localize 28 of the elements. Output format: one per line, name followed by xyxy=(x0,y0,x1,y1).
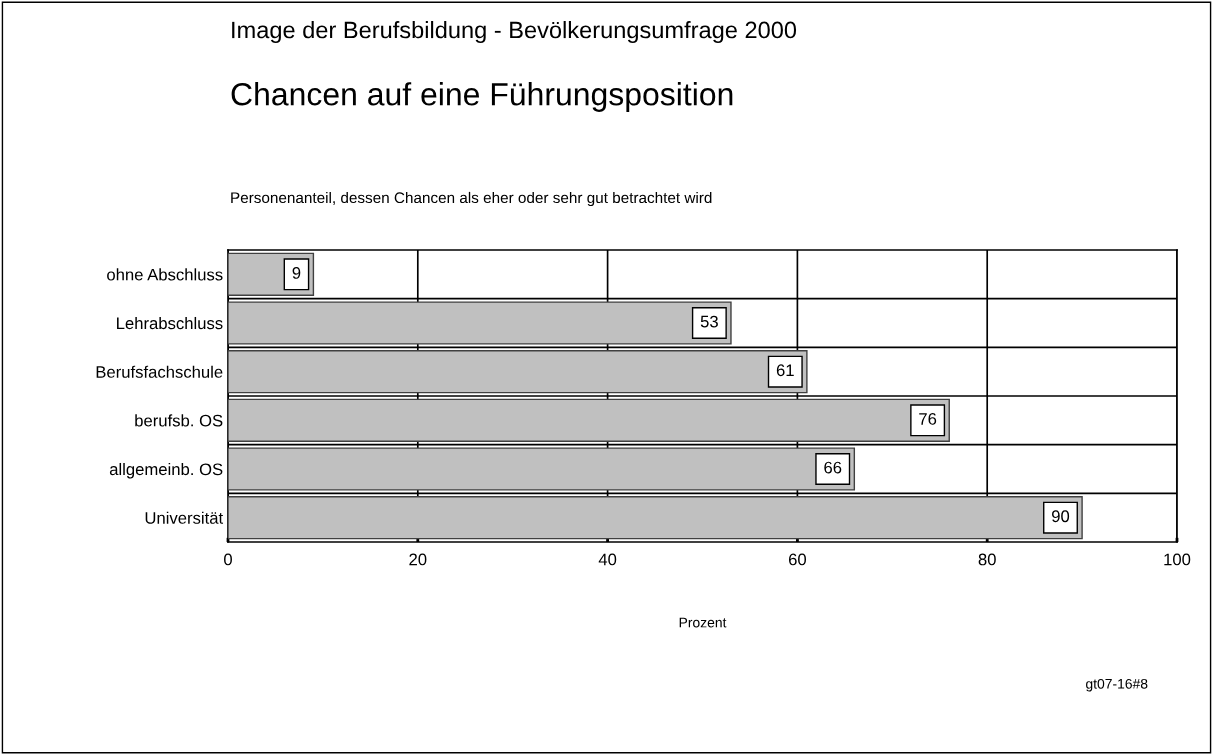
text: Personenanteil, dessen Chancen als eher oder sehr gut betrachtet wird xyxy=(231,191,712,207)
y-tick-label: Universität xyxy=(145,511,224,524)
bar xyxy=(228,496,1083,540)
chart-title: Image der Berufsbildung - Bevölkerungsumfrage 2000 xyxy=(232,21,797,44)
data-label: 76 xyxy=(919,413,937,425)
text: gt07-16#8 xyxy=(1086,678,1148,692)
x-tick-label: 60 xyxy=(788,553,807,566)
x-tick-label: 40 xyxy=(598,553,617,566)
data-label: 66 xyxy=(824,461,842,474)
bar xyxy=(228,350,808,394)
x-tick-label: 80 xyxy=(978,553,996,566)
y-tick-label: berufsb. OS xyxy=(135,414,223,427)
data-label: 53 xyxy=(700,315,718,328)
bar xyxy=(228,447,856,491)
data-label: 90 xyxy=(1052,510,1070,523)
y-tick-label: Lehrabschluss xyxy=(117,316,223,330)
x-tick-label: 20 xyxy=(409,553,427,566)
chart-subtitle: Chancen auf eine Führungsposition xyxy=(231,82,733,112)
x-axis-title: Prozent xyxy=(679,617,727,628)
y-tick-label: allgemeinb. OS xyxy=(109,462,223,479)
x-tick-label: 0 xyxy=(224,553,232,566)
x-tick-label: 100 xyxy=(1164,553,1191,566)
data-label: 61 xyxy=(776,364,794,377)
data-label: 9 xyxy=(292,267,301,279)
bar xyxy=(228,301,732,345)
y-tick-label: ohne Abschluss xyxy=(107,268,223,281)
y-tick-label: Berufsfachschule xyxy=(96,365,223,378)
bar xyxy=(228,398,950,442)
